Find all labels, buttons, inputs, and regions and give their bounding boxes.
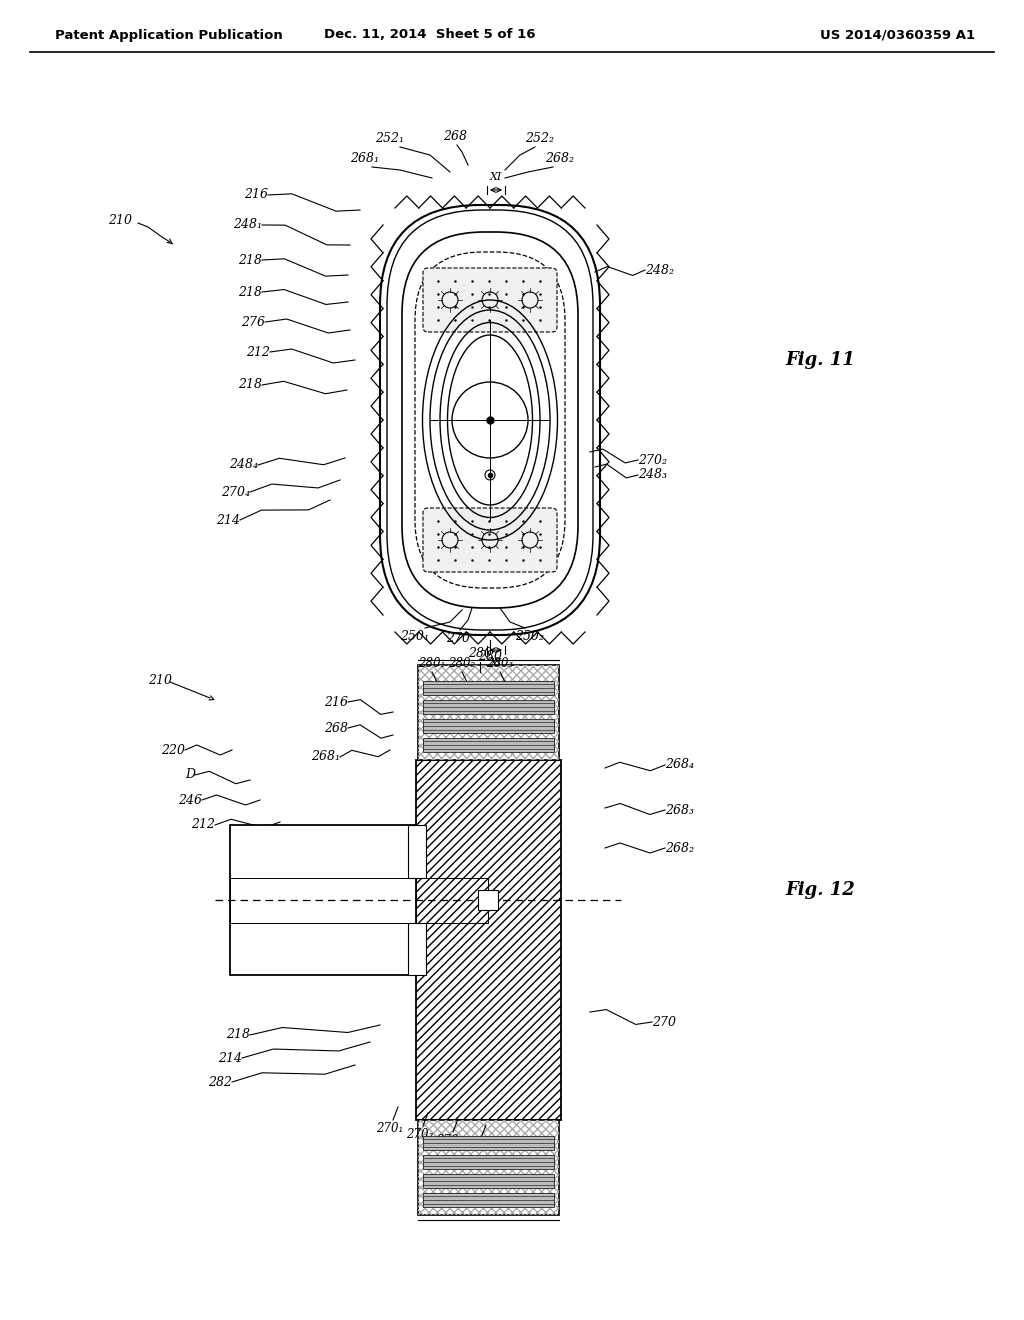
Text: 248₂: 248₂ <box>645 264 674 276</box>
Text: 210: 210 <box>108 214 132 227</box>
Bar <box>418 665 558 760</box>
Text: 246: 246 <box>178 793 202 807</box>
Bar <box>418 1119 558 1214</box>
Text: 210: 210 <box>148 673 172 686</box>
Text: 280₂: 280₂ <box>449 657 475 671</box>
Text: 218: 218 <box>238 285 262 298</box>
Text: 250₁: 250₁ <box>400 630 429 643</box>
Bar <box>418 665 558 760</box>
Text: 250₂: 250₂ <box>515 630 545 643</box>
Text: 270₃: 270₃ <box>436 1134 464 1147</box>
Bar <box>230 825 416 975</box>
Bar <box>408 825 426 878</box>
FancyBboxPatch shape <box>423 268 557 333</box>
Text: 252₁: 252₁ <box>376 132 404 145</box>
Text: 268₂: 268₂ <box>546 152 574 165</box>
Bar <box>478 890 498 909</box>
Text: 280: 280 <box>468 647 492 660</box>
Text: 268: 268 <box>443 129 467 143</box>
Bar <box>423 719 554 733</box>
Text: Dec. 11, 2014  Sheet 5 of 16: Dec. 11, 2014 Sheet 5 of 16 <box>325 29 536 41</box>
Text: 270₄: 270₄ <box>464 1140 492 1152</box>
Text: 270: 270 <box>652 1015 676 1028</box>
Text: 220: 220 <box>161 743 185 756</box>
Text: XI: XI <box>489 172 502 182</box>
Text: 280₁: 280₁ <box>419 657 445 671</box>
Text: 248₄: 248₄ <box>229 458 258 471</box>
Text: US 2014/0360359 A1: US 2014/0360359 A1 <box>820 29 975 41</box>
Text: 214: 214 <box>218 1052 242 1064</box>
Text: 248₁: 248₁ <box>233 219 262 231</box>
Bar <box>423 1155 554 1170</box>
Bar <box>230 878 488 923</box>
Text: 276: 276 <box>241 315 265 329</box>
Text: 270: 270 <box>446 632 470 645</box>
FancyBboxPatch shape <box>423 508 557 572</box>
Text: 268₄: 268₄ <box>665 759 694 771</box>
Text: 248₃: 248₃ <box>638 469 667 482</box>
Text: 212: 212 <box>191 818 215 832</box>
Text: 270₂: 270₂ <box>638 454 667 466</box>
Bar <box>423 738 554 752</box>
Text: 280₃: 280₃ <box>486 657 514 671</box>
Bar <box>416 760 560 1119</box>
Text: Fig. 11: Fig. 11 <box>785 351 855 370</box>
Bar <box>408 923 426 975</box>
Text: XI: XI <box>489 657 502 668</box>
Text: D: D <box>185 768 195 781</box>
Text: 268₃: 268₃ <box>665 804 694 817</box>
Bar <box>423 700 554 714</box>
Text: 218: 218 <box>238 379 262 392</box>
Bar <box>416 760 560 1119</box>
Bar <box>418 1119 558 1214</box>
FancyBboxPatch shape <box>402 232 578 609</box>
Text: 268₂: 268₂ <box>665 842 694 854</box>
Text: 218: 218 <box>238 253 262 267</box>
Text: 252₂: 252₂ <box>525 132 555 145</box>
Text: 218: 218 <box>226 1028 250 1041</box>
Text: 270₂: 270₂ <box>407 1129 433 1140</box>
Text: 268₁: 268₁ <box>311 751 340 763</box>
Bar <box>423 681 554 696</box>
Bar <box>423 1193 554 1206</box>
Text: Fig. 12: Fig. 12 <box>785 880 855 899</box>
Text: 216: 216 <box>244 189 268 202</box>
Bar <box>423 1173 554 1188</box>
Text: 270₁: 270₁ <box>377 1122 403 1135</box>
Text: 212: 212 <box>246 346 270 359</box>
Text: 216: 216 <box>324 696 348 709</box>
Text: 268: 268 <box>324 722 348 734</box>
Text: 214: 214 <box>216 513 240 527</box>
Text: 282: 282 <box>208 1076 232 1089</box>
Text: 270₄: 270₄ <box>221 486 250 499</box>
Bar <box>423 1137 554 1150</box>
Text: Patent Application Publication: Patent Application Publication <box>55 29 283 41</box>
Text: 268₁: 268₁ <box>350 152 380 165</box>
Text: 280: 280 <box>478 649 502 663</box>
